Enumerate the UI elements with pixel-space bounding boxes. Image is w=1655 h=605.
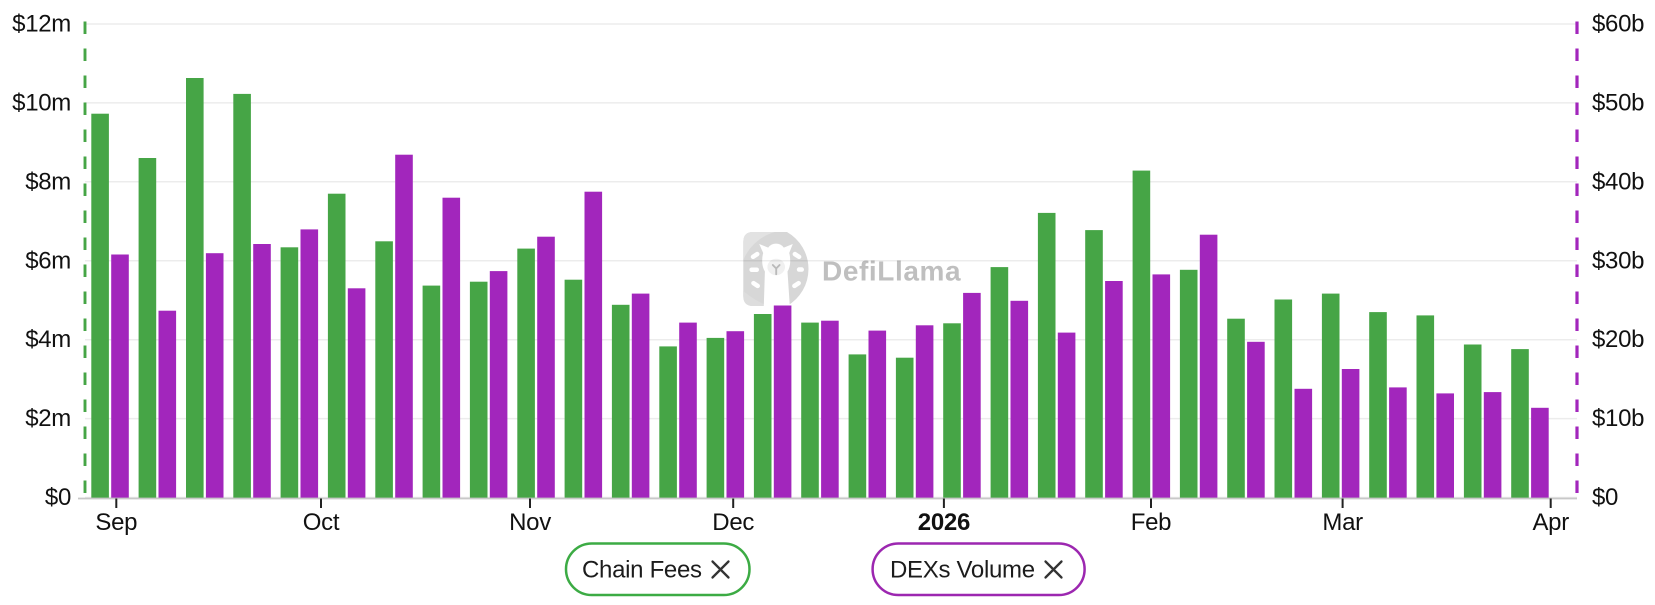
svg-text:$20b: $20b [1592, 326, 1644, 353]
svg-text:Nov: Nov [509, 509, 551, 536]
svg-text:$0: $0 [45, 484, 71, 511]
svg-text:Chain Fees: Chain Fees [582, 557, 702, 584]
svg-text:$40b: $40b [1592, 168, 1644, 195]
svg-text:$8m: $8m [25, 168, 71, 195]
svg-text:$10b: $10b [1592, 405, 1644, 432]
svg-text:$50b: $50b [1592, 89, 1644, 116]
svg-text:DEXs Volume: DEXs Volume [890, 557, 1035, 584]
svg-text:Mar: Mar [1322, 509, 1363, 536]
svg-text:$10m: $10m [12, 89, 71, 116]
svg-text:Dec: Dec [712, 509, 754, 536]
svg-text:DefiLlama: DefiLlama [822, 256, 961, 287]
svg-text:$12m: $12m [12, 11, 71, 38]
svg-text:$4m: $4m [25, 326, 71, 353]
svg-text:$30b: $30b [1592, 247, 1644, 274]
svg-text:$0: $0 [1592, 484, 1618, 511]
svg-text:$6m: $6m [25, 247, 71, 274]
svg-text:Sep: Sep [95, 509, 137, 536]
svg-text:2026: 2026 [918, 509, 970, 536]
svg-text:$60b: $60b [1592, 11, 1644, 38]
svg-text:Feb: Feb [1131, 509, 1171, 536]
svg-text:$2m: $2m [25, 405, 71, 432]
svg-text:Apr: Apr [1532, 509, 1569, 536]
svg-text:Oct: Oct [303, 509, 340, 536]
